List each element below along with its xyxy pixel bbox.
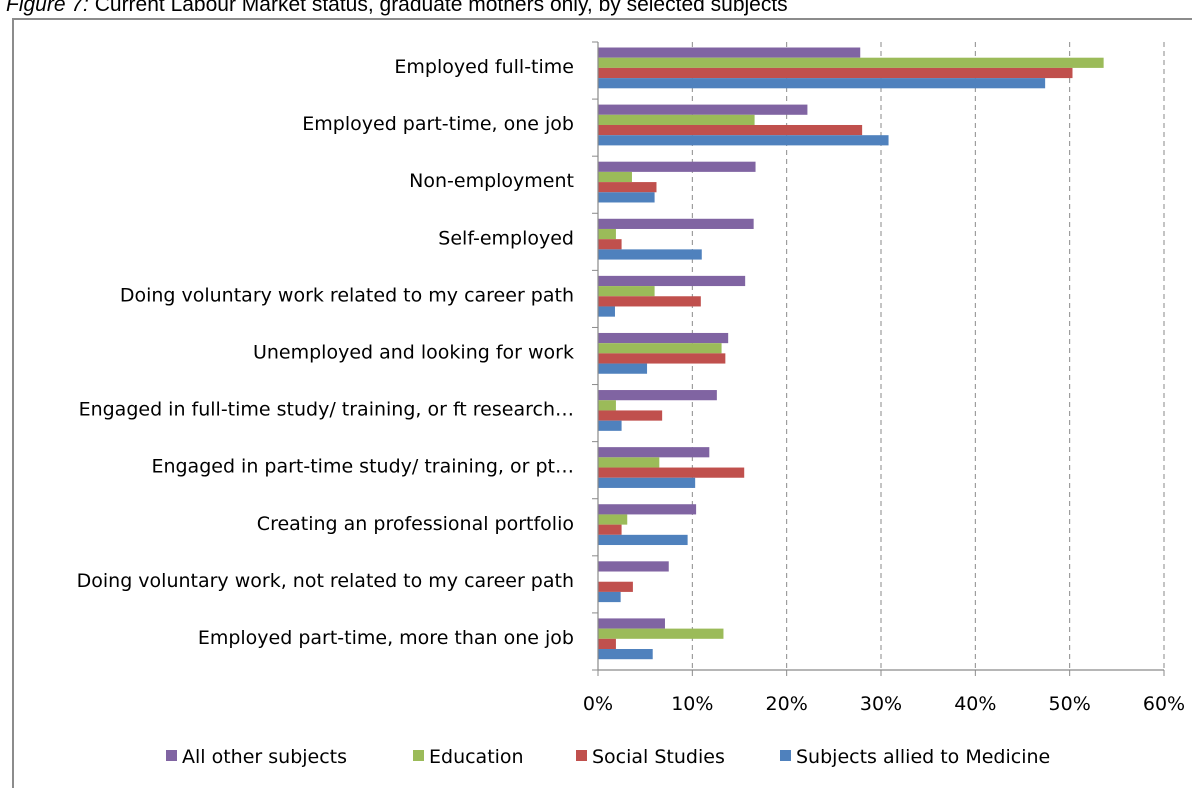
bar: [598, 638, 616, 650]
bar: [598, 161, 756, 172]
bar: [598, 524, 622, 535]
bar: [598, 332, 729, 344]
category-label: Engaged in full-time study/ training, or…: [79, 399, 574, 421]
bar: [598, 104, 808, 115]
bar: [598, 628, 724, 639]
category-label: Self-employed: [438, 227, 574, 249]
bar: [598, 114, 755, 125]
figure-title-text: Current Labour Market status, graduate m…: [94, 0, 788, 16]
figure-number: Figure 7:: [6, 0, 89, 16]
category-label: Doing voluntary work related to my caree…: [120, 284, 574, 306]
x-tick-label: 60%: [1143, 693, 1185, 715]
chart-frame: [12, 18, 1192, 788]
bar: [598, 182, 657, 193]
bar: [598, 249, 702, 260]
category-label: Non-employment: [409, 170, 574, 192]
bar: [598, 581, 633, 592]
bar: [598, 286, 655, 297]
bar: [598, 353, 726, 364]
bar: [598, 275, 746, 287]
x-tick-label: 40%: [954, 693, 996, 715]
bar: [598, 57, 1104, 68]
bar: [598, 410, 663, 421]
category-label: Employed part-time, one job: [302, 113, 574, 135]
legend-label: Education: [429, 746, 524, 768]
axes: [592, 41, 1164, 671]
bar: [598, 228, 616, 240]
category-label: Employed part-time, more than one job: [198, 627, 574, 649]
legend-label: Subjects allied to Medicine: [796, 746, 1050, 768]
bar: [598, 390, 717, 401]
bar: [598, 649, 653, 660]
bar: [598, 218, 754, 229]
bar: [598, 343, 722, 354]
bar: [598, 447, 710, 458]
bar: [598, 363, 648, 374]
legend-label: Social Studies: [592, 746, 725, 768]
legend: All other subjects Education Social Studie…: [166, 746, 1050, 768]
bar: [598, 477, 696, 488]
bar: [598, 561, 669, 572]
legend-swatch: [166, 750, 177, 761]
x-tick-label: 50%: [1049, 693, 1091, 715]
category-label: Unemployed and looking for work: [253, 342, 574, 364]
bar: [598, 306, 615, 317]
figure-title: Figure 7: Current Labour Market status, …: [6, 0, 788, 17]
bar: [598, 296, 701, 307]
bar: [598, 171, 632, 183]
category-label: Creating an professional portfolio: [257, 513, 574, 535]
category-label: Employed full-time: [394, 56, 574, 78]
category-label: Doing voluntary work, not related to my …: [77, 570, 574, 592]
x-tick-label: 30%: [860, 693, 902, 715]
legend-swatch: [413, 750, 424, 761]
bar: [598, 457, 660, 468]
x-tick-label: 10%: [671, 693, 713, 715]
bar: [598, 400, 616, 411]
bar: [598, 135, 889, 146]
category-label: Engaged in part-time study/ training, or…: [151, 456, 574, 478]
x-tick-label: 0%: [583, 693, 613, 715]
bar: [598, 514, 628, 525]
bar: [598, 192, 655, 203]
bar: [598, 420, 622, 431]
legend-swatch: [780, 750, 791, 761]
legend-swatch: [576, 750, 587, 761]
bar: [598, 78, 1046, 89]
bar: [598, 618, 665, 629]
bar: [598, 67, 1073, 79]
gridlines: [597, 42, 1165, 676]
x-tick-label: 20%: [766, 693, 808, 715]
bar: [598, 591, 621, 603]
bar: [598, 124, 863, 136]
bar: [598, 467, 745, 478]
legend-label: All other subjects: [182, 746, 347, 768]
bar: [598, 534, 688, 546]
bar: [598, 239, 622, 250]
bar: [598, 504, 697, 515]
category-labels: Employed full-time Employed part-time, on…: [77, 56, 574, 649]
tick-labels: 0% 10% 20% 30% 40% 50% 60%: [583, 693, 1185, 715]
bar: [598, 47, 861, 58]
bars: [598, 47, 1104, 660]
